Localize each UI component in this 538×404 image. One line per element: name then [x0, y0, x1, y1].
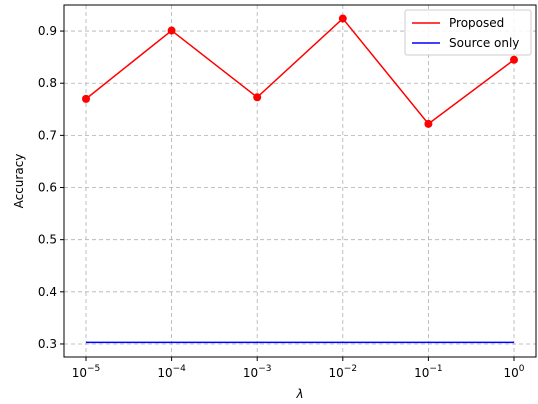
legend-label-proposed: Proposed [449, 16, 504, 30]
x-axis: 10−5 10−4 10−3 10−2 10−1 100 [72, 357, 525, 380]
y-axis-label: Accuracy [12, 154, 26, 209]
y-tick-label: 0.4 [38, 285, 57, 299]
x-tick-label: 10−4 [157, 364, 186, 380]
data-point-proposed [82, 94, 90, 103]
legend: Proposed Source only [404, 9, 532, 56]
data-point-proposed [510, 55, 518, 64]
x-axis-label: λ [295, 387, 303, 401]
y-axis: 0.3 0.4 0.5 0.6 0.7 0.8 0.9 [38, 24, 64, 351]
data-point-proposed [424, 119, 433, 128]
y-tick-label: 0.5 [38, 233, 57, 247]
data-point-proposed [338, 14, 347, 23]
y-tick-label: 0.6 [38, 181, 57, 195]
series-line-proposed [85, 17, 515, 125]
y-tick-label: 0.3 [38, 337, 57, 351]
y-tick-label: 0.9 [38, 24, 57, 38]
x-tick-label: 10−1 [414, 364, 443, 380]
plot-frame [63, 4, 537, 358]
data-point-proposed [167, 26, 176, 35]
x-tick-label: 10−2 [329, 364, 358, 380]
legend-label-source-only: Source only [449, 36, 519, 50]
x-tick-label: 100 [503, 364, 524, 380]
y-tick-label: 0.8 [38, 76, 57, 90]
data-point-proposed [253, 93, 262, 102]
x-tick-label: 10−3 [243, 364, 272, 380]
y-tick-label: 0.7 [38, 128, 57, 142]
x-tick-label: 10−5 [72, 364, 101, 380]
series-layer [82, 14, 518, 344]
